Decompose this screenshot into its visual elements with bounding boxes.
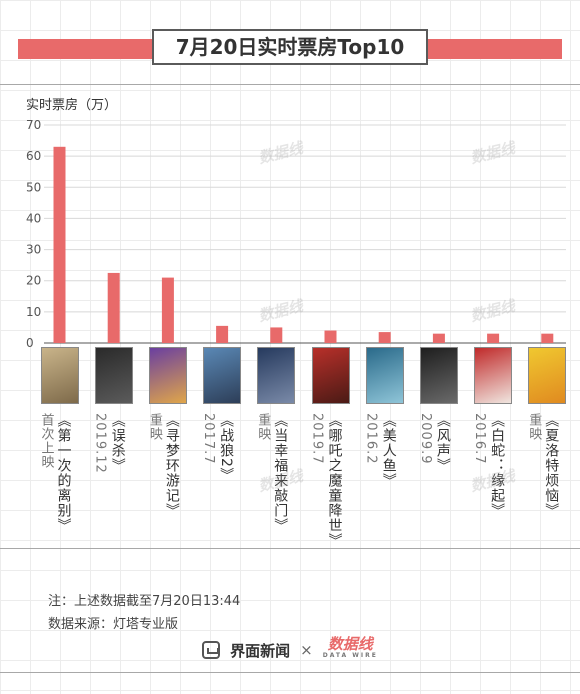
y-tick-label: 0 xyxy=(26,336,34,350)
release-note: 重映 xyxy=(255,413,271,441)
brand-separator: × xyxy=(300,641,313,659)
movie-poster xyxy=(311,347,350,404)
y-tick-label: 20 xyxy=(26,274,41,288)
y-tick-label: 30 xyxy=(26,243,41,257)
release-note: 2019.12 xyxy=(92,413,108,474)
movie-title: 《当幸福来敲门》 xyxy=(272,413,289,533)
footnote: 注：上述数据截至7月20日13:44 xyxy=(48,594,241,609)
y-axis-label: 实时票房（万） xyxy=(26,98,118,113)
poster-image xyxy=(204,348,241,403)
release-note: 重映 xyxy=(146,413,162,441)
poster-image xyxy=(95,348,132,403)
movie-title: 《美人鱼》 xyxy=(380,413,397,488)
movie-title: 《哪吒之魔童降世》 xyxy=(326,413,343,548)
bar-4 xyxy=(216,325,229,343)
movie-poster xyxy=(40,347,79,404)
divider-top xyxy=(0,84,580,85)
movie-title: 《寻梦环游记》 xyxy=(163,413,180,518)
poster-image xyxy=(529,348,566,403)
datawire-logo-text: 数据线 xyxy=(327,635,373,653)
divider-bottom xyxy=(0,548,580,549)
movie-title: 《战狼2》 xyxy=(218,413,235,483)
release-note: 首次上映 xyxy=(38,413,54,469)
movie-poster xyxy=(257,347,296,404)
movie-poster xyxy=(528,347,567,404)
y-tick-label: 40 xyxy=(26,211,41,225)
movie-poster xyxy=(474,347,513,404)
bar-6 xyxy=(324,330,337,343)
movie-poster xyxy=(203,347,242,404)
movie-title: 《风声》 xyxy=(434,413,451,473)
movie-title: 《白蛇：缘起》 xyxy=(489,413,506,518)
poster-image xyxy=(312,348,349,403)
divider-footer xyxy=(0,672,580,673)
y-tick-label: 70 xyxy=(26,118,41,132)
bar-5 xyxy=(270,327,283,343)
movie-title: 《误杀》 xyxy=(109,413,126,473)
y-tick-label: 50 xyxy=(26,180,41,194)
datawire-logo-sub: DATA WIRE xyxy=(322,652,378,659)
poster-image xyxy=(366,348,403,403)
release-note: 2017.7 xyxy=(201,413,217,465)
data-source: 数据来源：灯塔专业版 xyxy=(48,617,179,632)
brand-jiemian: 界面新闻 xyxy=(230,641,291,660)
bar-2 xyxy=(107,272,120,343)
bar-1 xyxy=(53,146,66,343)
poster-image xyxy=(258,348,295,403)
release-note: 重映 xyxy=(526,413,542,441)
chart-title: 7月20日实时票房Top10 xyxy=(152,29,428,65)
datawire-logo: 数据线 DATA WIRE xyxy=(322,637,378,661)
release-note: 2019.7 xyxy=(309,413,325,465)
poster-image xyxy=(420,348,457,403)
brand-bar: 界面新闻 × 数据线 DATA WIRE xyxy=(0,637,580,663)
y-tick-label: 10 xyxy=(26,305,41,319)
movie-poster xyxy=(94,347,133,404)
bar-7 xyxy=(378,332,391,343)
poster-image xyxy=(475,348,512,403)
movie-title: 《夏洛特烦恼》 xyxy=(543,413,560,518)
release-note: 2016.2 xyxy=(363,413,379,465)
movie-poster xyxy=(365,347,404,404)
poster-image xyxy=(41,348,78,403)
bar-10 xyxy=(541,333,554,343)
movie-poster xyxy=(419,347,458,404)
jiemian-logo-icon xyxy=(202,641,221,659)
bar-3 xyxy=(161,277,174,343)
movie-poster xyxy=(148,347,187,404)
release-note: 2016.7 xyxy=(472,413,488,465)
bar-9 xyxy=(487,333,500,343)
poster-image xyxy=(149,348,186,403)
release-note: 2009.9 xyxy=(417,413,433,465)
bar-8 xyxy=(432,333,445,343)
movie-title: 《第一次的离别》 xyxy=(55,413,72,533)
y-tick-label: 60 xyxy=(26,149,41,163)
